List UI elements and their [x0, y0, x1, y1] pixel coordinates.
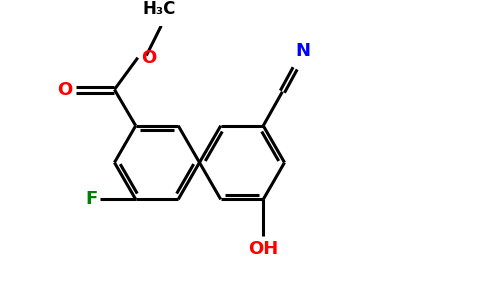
Text: N: N	[295, 42, 310, 60]
Text: OH: OH	[248, 240, 278, 258]
Text: O: O	[141, 49, 156, 67]
Text: O: O	[57, 81, 72, 99]
Text: H₃C: H₃C	[142, 0, 176, 18]
Text: F: F	[85, 190, 97, 208]
